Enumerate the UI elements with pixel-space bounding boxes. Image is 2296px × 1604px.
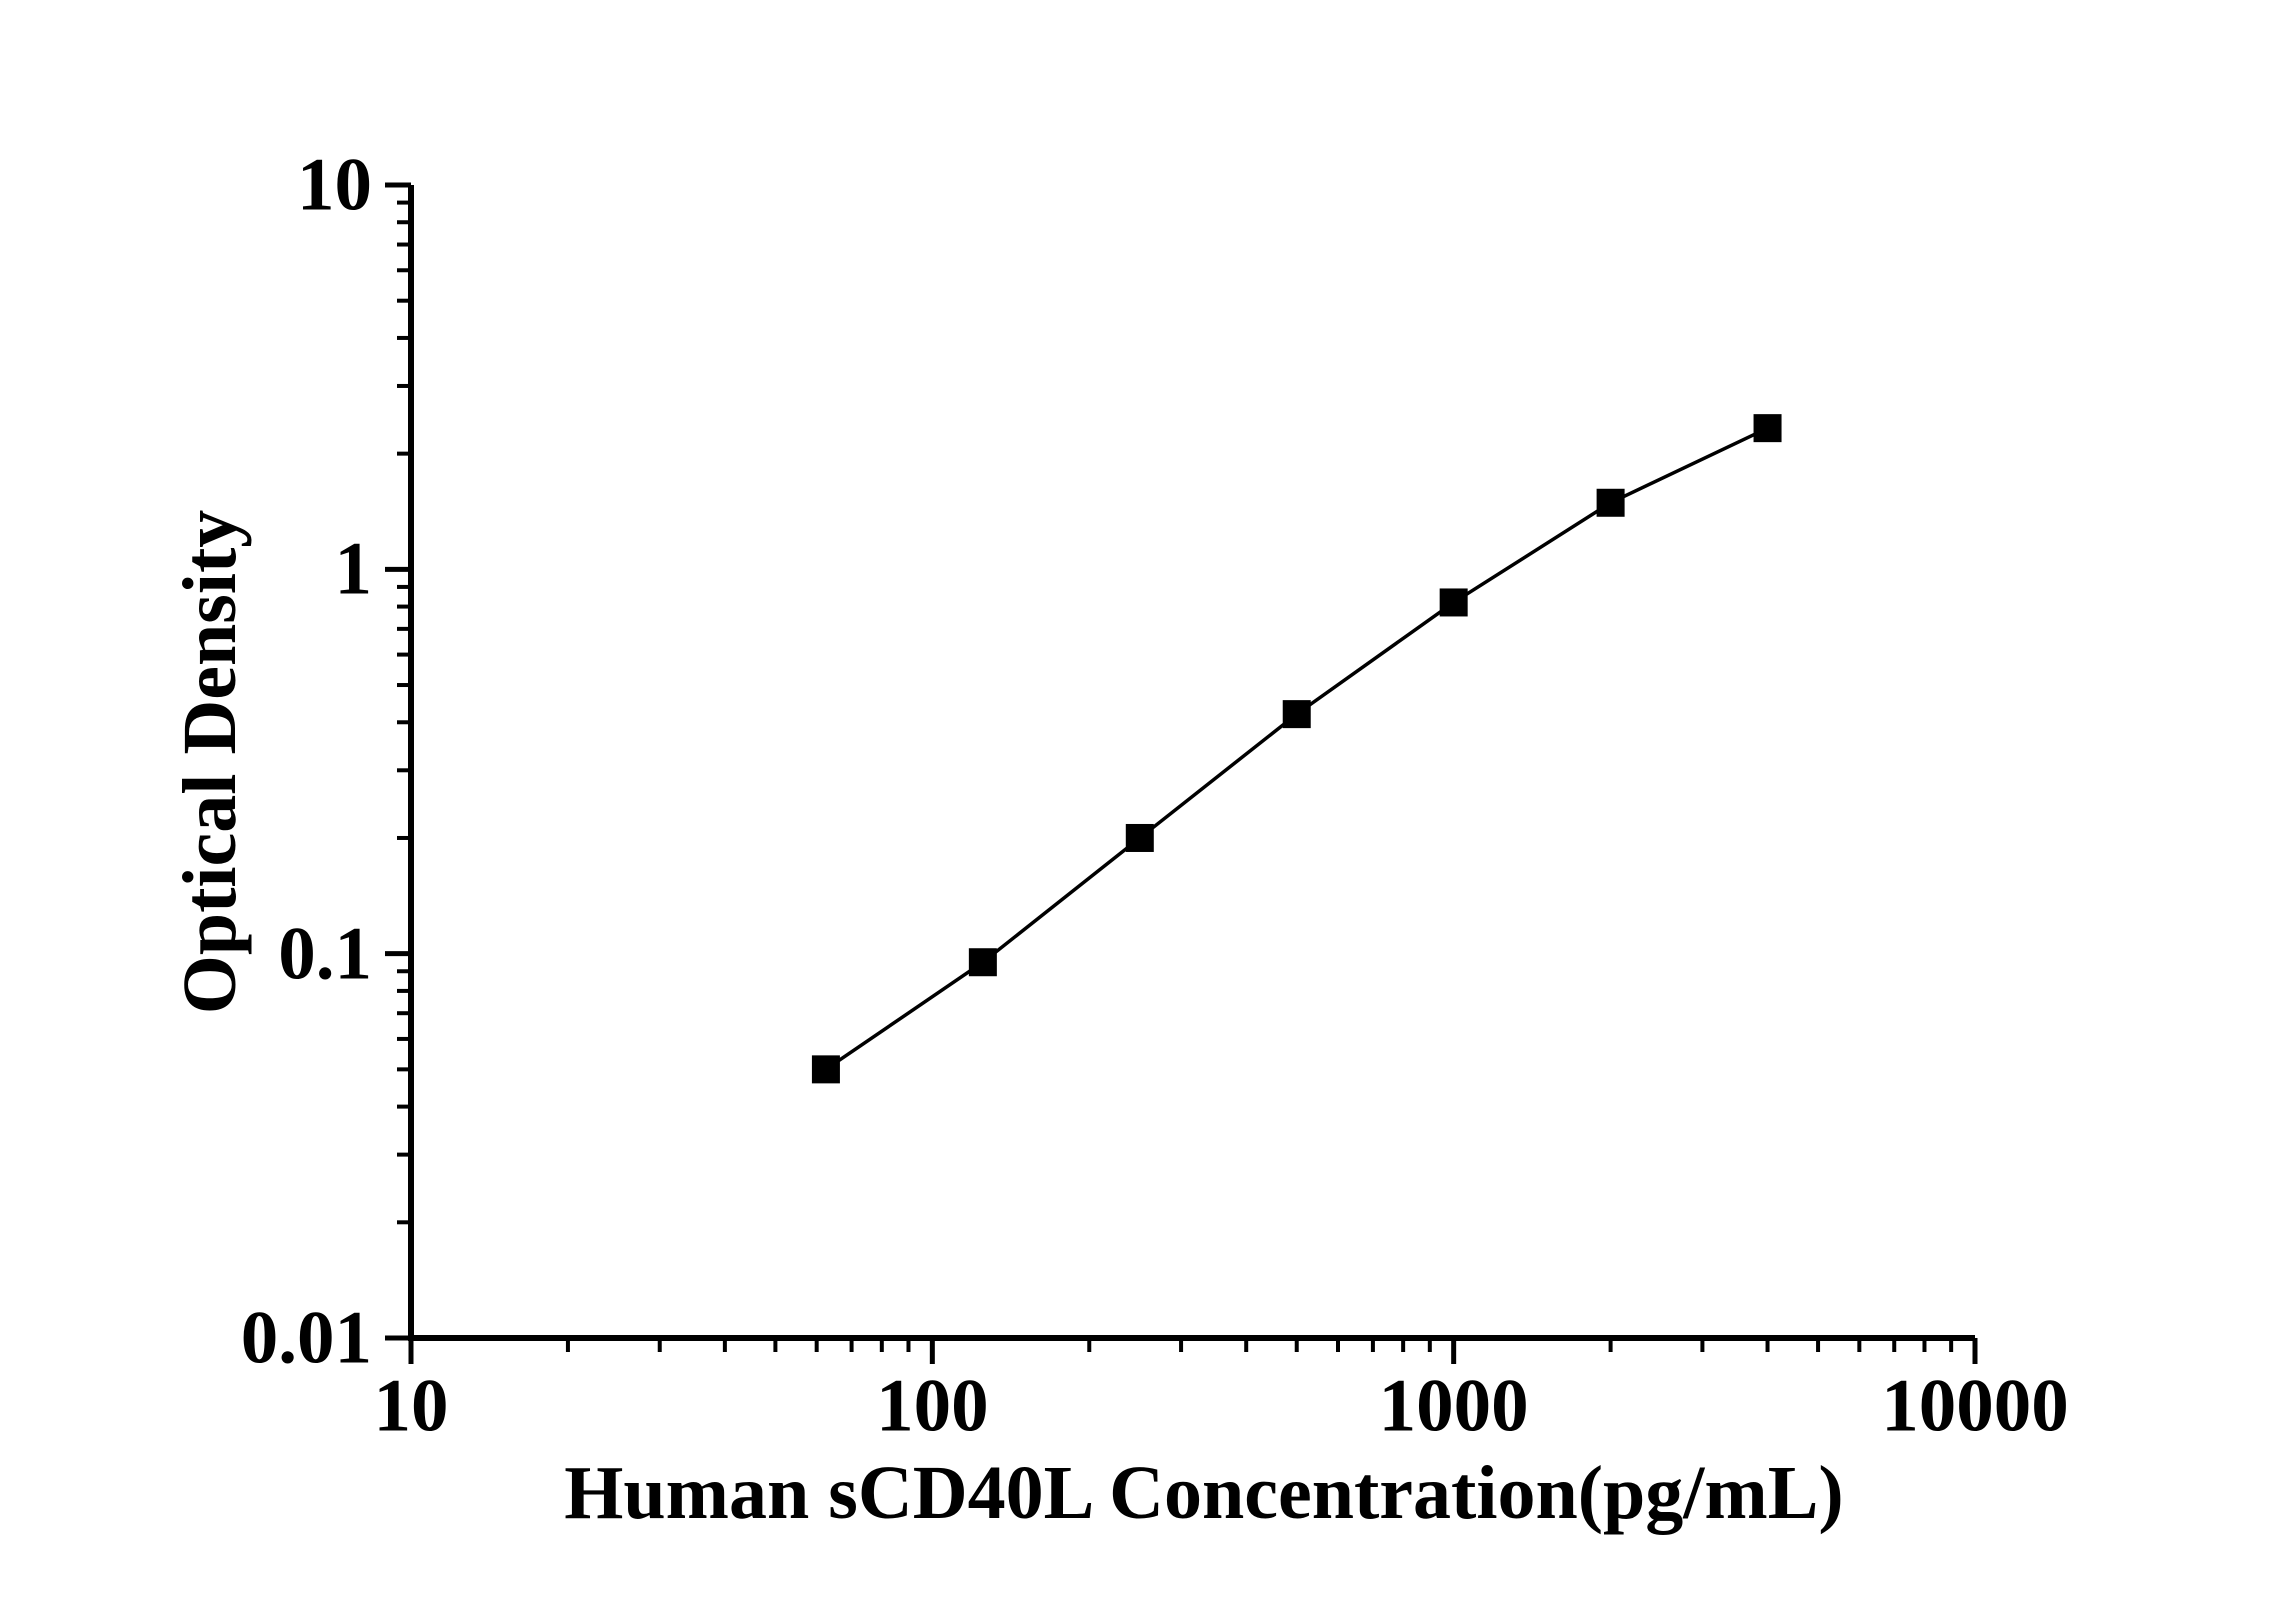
data-point-marker: [1439, 588, 1468, 617]
data-point-marker: [1596, 488, 1625, 517]
x-tick-label: 100: [876, 1364, 989, 1448]
x-axis-minor-ticks: [565, 1338, 1954, 1352]
y-axis-major-ticks: [385, 182, 411, 1341]
x-tick-label: 1000: [1378, 1364, 1529, 1448]
x-axis-major-ticks: [408, 1338, 1978, 1364]
series-line: [824, 426, 1769, 1071]
x-axis-title: Human sCD40L Concentration(pg/mL): [564, 1451, 1844, 1535]
x-tick-label: 10: [373, 1364, 449, 1448]
data-point-marker: [968, 948, 997, 977]
y-axis-minor-ticks: [397, 200, 411, 1225]
y-tick-label: 10: [297, 143, 372, 227]
axes-spines: [408, 185, 1975, 1341]
series-markers: [811, 414, 1782, 1084]
x-tick-label: 10000: [1881, 1364, 2069, 1448]
y-tick-label: 1: [334, 527, 373, 611]
data-point-marker: [1282, 700, 1311, 729]
data-point-marker: [811, 1055, 840, 1084]
y-tick-label: 0.1: [278, 912, 372, 996]
y-tick-label: 0.01: [240, 1296, 372, 1380]
data-point-marker: [1125, 823, 1154, 852]
data-point-marker: [1753, 414, 1782, 443]
y-axis-title: Optical Density: [168, 509, 252, 1015]
